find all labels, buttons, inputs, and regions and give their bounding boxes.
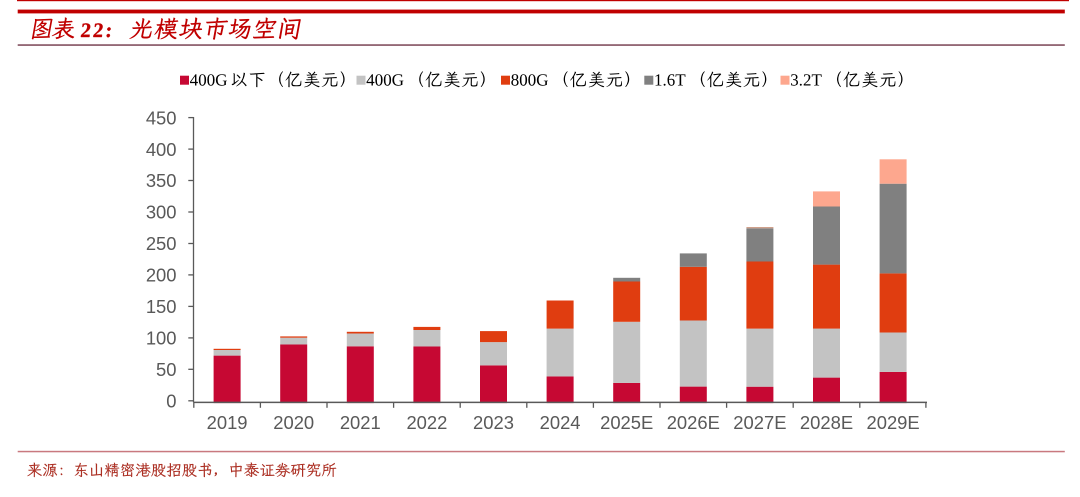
- svg-text:150: 150: [146, 296, 177, 317]
- svg-text:350: 350: [146, 170, 177, 191]
- svg-text:2027E: 2027E: [733, 412, 786, 433]
- svg-text:200: 200: [146, 265, 177, 286]
- svg-text:2020: 2020: [273, 412, 314, 433]
- svg-text:300: 300: [146, 202, 177, 223]
- svg-text:50: 50: [156, 359, 176, 380]
- svg-text:2025E: 2025E: [600, 412, 653, 433]
- svg-text:2021: 2021: [340, 412, 381, 433]
- svg-text:100: 100: [146, 328, 177, 349]
- svg-text:2022: 2022: [406, 412, 447, 433]
- svg-text:2024: 2024: [540, 412, 581, 433]
- svg-text:2028E: 2028E: [800, 412, 853, 433]
- svg-text:450: 450: [146, 107, 177, 128]
- svg-text:400: 400: [146, 139, 177, 160]
- svg-text:2029E: 2029E: [867, 412, 920, 433]
- svg-text:0: 0: [166, 391, 176, 412]
- svg-text:2023: 2023: [473, 412, 514, 433]
- svg-text:2026E: 2026E: [667, 412, 720, 433]
- svg-text:250: 250: [146, 233, 177, 254]
- svg-text:2019: 2019: [207, 412, 248, 433]
